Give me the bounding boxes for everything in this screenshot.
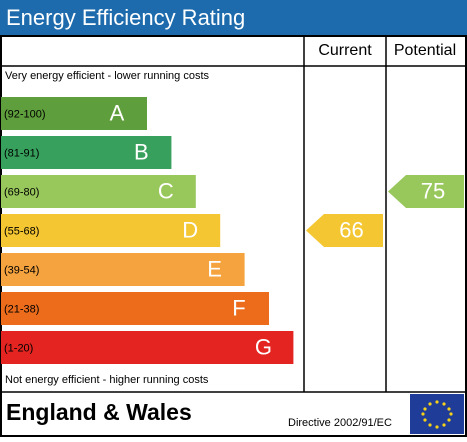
region: England & Wales (6, 399, 192, 425)
band-bar (1, 214, 221, 247)
band-range: (39-54) (4, 264, 39, 276)
band-range: (81-91) (4, 147, 39, 159)
band-range: (55-68) (4, 225, 39, 237)
band-letter: D (182, 217, 198, 242)
band-bar (1, 292, 269, 325)
band-letter: G (255, 334, 272, 359)
rating-value: 75 (421, 178, 445, 203)
band-range: (21-38) (4, 303, 39, 315)
band-bar (1, 136, 172, 169)
title-bar (0, 0, 467, 36)
potential-header: Potential (394, 42, 456, 59)
bottom-note: Not energy efficient - higher running co… (5, 374, 209, 386)
band-letter: B (134, 139, 149, 164)
rating-arrow (388, 175, 464, 208)
band-letter: E (207, 256, 222, 281)
band-letter: C (158, 178, 174, 203)
band-bar (1, 253, 245, 286)
band-range: (1-20) (4, 342, 33, 354)
band-range: (69-80) (4, 186, 39, 198)
band-range: (92-100) (4, 108, 46, 120)
title: Energy Efficiency Rating (6, 5, 245, 30)
rating-arrow (306, 214, 383, 247)
current-header: Current (318, 42, 372, 59)
eu-flag (410, 394, 464, 434)
band-letter: A (110, 100, 125, 125)
top-note: Very energy efficient - lower running co… (5, 70, 210, 82)
rating-value: 66 (339, 217, 363, 242)
band-letter: F (232, 295, 245, 320)
band-bar (1, 175, 196, 208)
directive: Directive 2002/91/EC (288, 417, 392, 429)
band-bar (1, 331, 294, 364)
band-bar (1, 97, 147, 130)
